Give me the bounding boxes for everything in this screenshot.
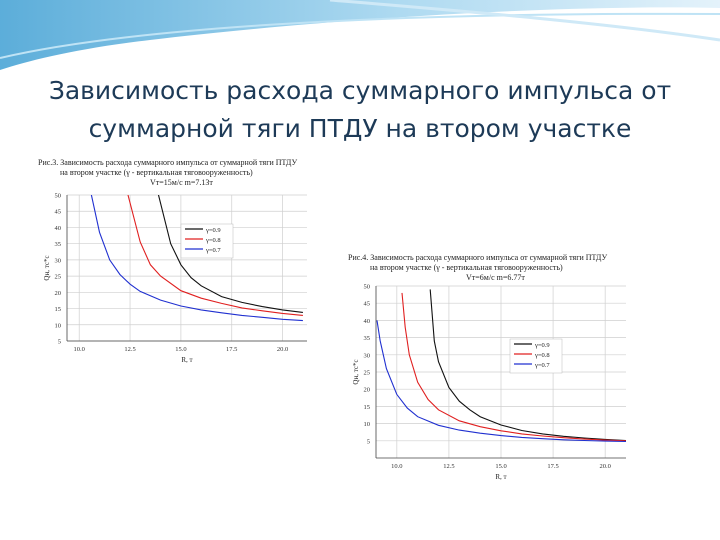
y-tick-label: 5 xyxy=(367,438,370,445)
y-tick-label: 15 xyxy=(55,306,62,313)
figure-2-caption-line-1: Рис.4. Зависимость расхода суммарного им… xyxy=(348,253,608,262)
y-tick-label: 25 xyxy=(55,274,62,281)
legend-label-3: γ=0.7 xyxy=(205,247,221,254)
y-tick-label: 35 xyxy=(55,241,62,248)
figure-2: Рис.4. Зависимость расхода суммарного им… xyxy=(340,248,640,502)
series-line-2 xyxy=(127,195,303,316)
legend-label-1: γ=0.9 xyxy=(205,227,221,234)
figure-2-caption-line-3: Vт=6м/с m=6.77т xyxy=(466,273,525,282)
y-tick-label: 40 xyxy=(364,318,371,325)
legend-box xyxy=(509,338,563,374)
legend-label-3: γ=0.7 xyxy=(534,362,550,369)
x-tick-label: 15.0 xyxy=(495,463,506,470)
y-axis-label: Qн, тс*с xyxy=(43,255,51,280)
series-line-3 xyxy=(90,195,303,322)
x-tick-label: 17.5 xyxy=(226,346,237,353)
y-tick-label: 20 xyxy=(55,290,62,297)
y-tick-label: 45 xyxy=(364,301,371,308)
y-tick-label: 25 xyxy=(364,370,371,377)
x-axis-label: R, т xyxy=(495,473,506,481)
series-line-2 xyxy=(401,292,626,442)
series-line-1 xyxy=(429,289,626,442)
y-tick-label: 40 xyxy=(55,225,62,232)
legend-box xyxy=(180,223,234,259)
y-tick-label: 30 xyxy=(55,257,62,264)
y-tick-label: 20 xyxy=(364,387,371,394)
figure-2-caption: Рис.4. Зависимость расхода суммарного им… xyxy=(348,253,648,283)
header-swoosh xyxy=(0,0,720,70)
y-tick-label: 50 xyxy=(55,193,62,200)
legend-label-2: γ=0.8 xyxy=(205,237,221,244)
x-tick-label: 17.5 xyxy=(547,463,558,470)
x-tick-label: 12.5 xyxy=(443,463,454,470)
figure-2-caption-line-2: на втором участке (γ - вертикальная тяго… xyxy=(370,263,563,272)
title-line-1: Зависимость расхода суммарного импульса … xyxy=(48,76,672,105)
x-tick-label: 10.0 xyxy=(74,346,85,353)
x-tick-label: 20.0 xyxy=(277,346,288,353)
legend-label-1: γ=0.9 xyxy=(534,342,550,349)
x-tick-label: 15.0 xyxy=(175,346,186,353)
y-tick-label: 35 xyxy=(364,335,371,342)
x-tick-label: 20.0 xyxy=(599,463,610,470)
y-axis-label: Qн, тс*с xyxy=(352,359,360,384)
y-tick-label: 10 xyxy=(364,421,371,428)
series-line-3 xyxy=(376,320,626,443)
figure-1-caption: Рис.3. Зависимость расхода суммарного им… xyxy=(38,158,318,188)
chart-1: 5 10 15 20 25 30 35 40 45 50 10.0 12.5 15.0 17.5 20.0 R… xyxy=(43,193,307,364)
figure-1: Рис.3. Зависимость расхода суммарного им… xyxy=(35,155,315,395)
legend-label-2: γ=0.8 xyxy=(534,352,550,359)
y-tick-label: 30 xyxy=(364,352,371,359)
y-tick-label: 50 xyxy=(364,284,371,291)
y-tick-label: 5 xyxy=(58,339,61,346)
figure-1-caption-line-2: на втором участке (γ - вертикальная тяго… xyxy=(60,168,253,177)
y-tick-label: 45 xyxy=(55,209,62,216)
x-tick-label: 12.5 xyxy=(124,346,135,353)
x-tick-label: 10.0 xyxy=(391,463,402,470)
y-tick-label: 10 xyxy=(55,322,62,329)
x-axis-label: R, т xyxy=(181,356,192,364)
y-tick-label: 15 xyxy=(364,404,371,411)
series-line-1 xyxy=(157,195,303,313)
title-line-2: суммарной тяги ПТДУ на втором участке xyxy=(88,114,632,143)
figure-1-caption-line-1: Рис.3. Зависимость расхода суммарного им… xyxy=(38,158,298,167)
slide-title: Зависимость расхода суммарного импульса … xyxy=(20,72,700,148)
figure-1-caption-line-3: Vт=15м/с m=7.13т xyxy=(150,178,213,187)
chart-2: 5 10 15 20 25 30 35 40 45 50 10.0 12.5 15.0 17.5 20.0 R… xyxy=(352,284,626,481)
